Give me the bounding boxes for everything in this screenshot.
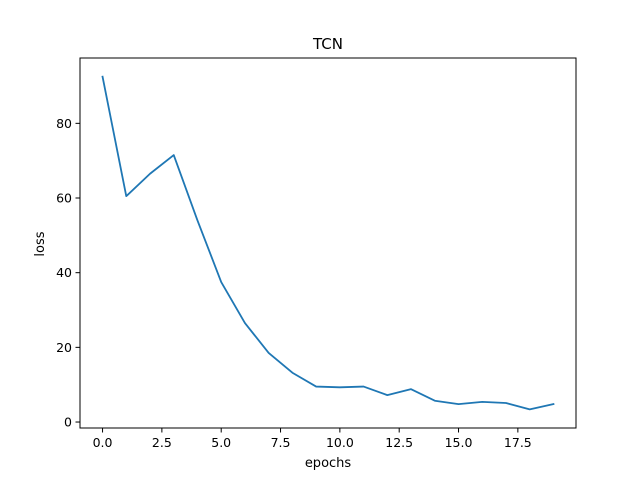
x-tick-label: 5.0 [211, 435, 231, 450]
series-layer [101, 75, 555, 411]
x-tick-label: 10.0 [326, 435, 354, 450]
x-tick-label: 15.0 [445, 435, 473, 450]
x-tick-label: 7.5 [271, 435, 291, 450]
y-axis-label: loss [33, 231, 48, 256]
x-tick-label: 12.5 [385, 435, 413, 450]
x-tick-label: 17.5 [504, 435, 532, 450]
y-tick-label: 60 [56, 191, 72, 206]
y-tick-label: 80 [56, 116, 72, 131]
plot-frame [79, 57, 577, 429]
y-tick-label: 40 [56, 265, 72, 280]
x-axis-ticks: 0.0 2.5 5.0 7.5 10.0 12.5 15.0 17.5 [93, 428, 532, 450]
x-axis-label: epochs [305, 456, 352, 471]
y-tick-label: 0 [64, 415, 72, 430]
loss-series-line [101, 75, 555, 411]
x-tick-label: 2.5 [152, 435, 172, 450]
y-axis-ticks: 0 20 40 60 80 [56, 116, 80, 430]
chart-title: TCN [312, 35, 343, 53]
x-tick-label: 0.0 [93, 435, 113, 450]
y-tick-label: 20 [56, 340, 72, 355]
